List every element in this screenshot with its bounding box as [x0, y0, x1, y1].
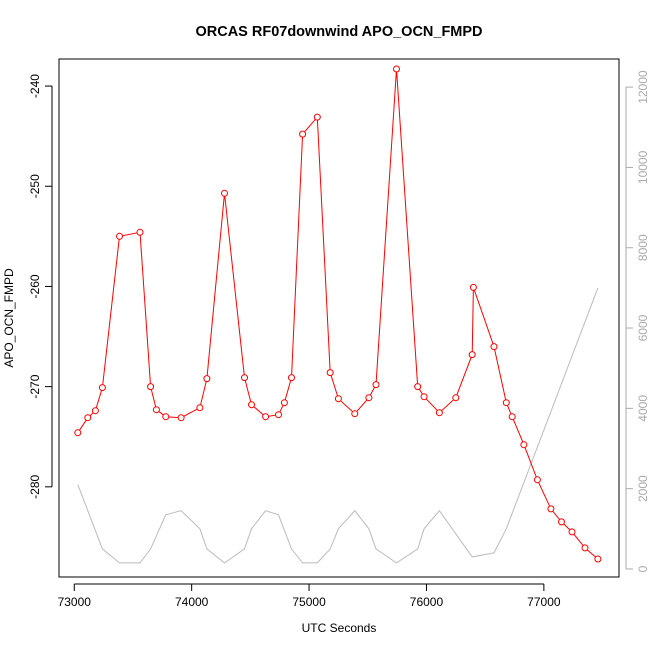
data-point — [248, 401, 255, 409]
series-layer — [74, 65, 602, 564]
data-point — [469, 283, 477, 291]
data-point — [452, 394, 460, 402]
data-point — [594, 555, 602, 563]
data-point — [152, 406, 160, 414]
axes-layer: 73000 74000 75000 76000 77000 -280 -270 -260 -25… — [28, 70, 650, 609]
x-tick-label: 76000 — [410, 595, 444, 609]
secondary-series-line — [77, 287, 599, 564]
data-point — [334, 395, 342, 403]
y2-tick-label: 12000 — [636, 70, 650, 104]
data-point — [74, 429, 82, 437]
y2-tick-label: 0 — [636, 565, 650, 572]
data-point — [520, 441, 528, 449]
x-tick-label: 74000 — [175, 595, 209, 609]
y-tick-label: -250 — [28, 174, 42, 198]
data-point — [241, 374, 248, 382]
data-point — [116, 232, 123, 240]
data-point — [414, 383, 422, 391]
data-point — [365, 394, 373, 402]
data-point — [91, 407, 99, 415]
y-tick-label: -280 — [28, 474, 42, 498]
data-point — [558, 518, 565, 526]
data-point — [203, 375, 211, 383]
data-point — [162, 413, 170, 421]
data-point — [581, 544, 589, 552]
data-point — [299, 130, 307, 138]
data-point — [177, 414, 185, 422]
data-point — [262, 413, 270, 421]
y-tick-label: -270 — [28, 374, 42, 398]
data-point — [221, 189, 228, 197]
x-tick-label: 73000 — [58, 595, 92, 609]
data-point — [490, 343, 498, 351]
data-point — [547, 505, 555, 513]
y2-tick-label: 4000 — [636, 395, 650, 422]
y2-tick-label: 2000 — [636, 475, 650, 502]
data-point — [136, 228, 144, 236]
primary-series-line — [77, 68, 599, 560]
data-point — [147, 383, 155, 391]
data-point — [275, 411, 282, 419]
data-point — [280, 399, 288, 407]
data-point — [84, 414, 92, 422]
data-point — [420, 393, 428, 401]
data-point — [533, 476, 541, 484]
y-axis-label: APO_OCN_FMPD — [2, 268, 16, 368]
plot-frame — [58, 58, 620, 578]
data-point — [568, 528, 576, 536]
data-point — [351, 410, 359, 418]
data-point — [468, 351, 476, 359]
chart-title: ORCAS RF07downwind APO_OCN_FMPD — [195, 24, 482, 40]
data-point — [393, 65, 400, 73]
y2-tick-label: 10000 — [636, 150, 650, 184]
data-point — [508, 413, 516, 421]
x-axis-label: UTC Seconds — [302, 621, 377, 635]
data-point — [313, 113, 321, 121]
x-tick-label: 75000 — [292, 595, 326, 609]
data-point — [435, 409, 443, 417]
data-point — [502, 399, 510, 407]
data-point — [326, 369, 334, 377]
y-tick-label: -260 — [28, 274, 42, 298]
x-tick-label: 77000 — [527, 595, 561, 609]
data-point — [372, 381, 380, 389]
y2-tick-label: 8000 — [636, 234, 650, 261]
data-point — [288, 374, 295, 382]
y-tick-label: -240 — [28, 74, 42, 98]
data-point — [196, 404, 204, 412]
y2-tick-label: 6000 — [636, 314, 650, 341]
data-point — [98, 384, 106, 392]
